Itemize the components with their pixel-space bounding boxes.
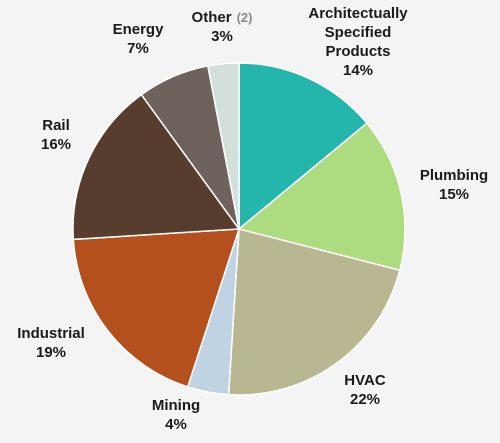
pie-slice-rail [72, 93, 241, 241]
slice-label-industrial: Industrial 19% [17, 325, 85, 361]
slice-label-plumbing: Plumbing 15% [420, 167, 488, 203]
slice-category-label: Other (2) [192, 9, 253, 26]
slice-category-label: Plumbing [420, 167, 488, 184]
slice-percent-label: 4% [165, 416, 187, 433]
pie-slices [72, 62, 406, 396]
slice-category-label: Mining [152, 397, 200, 414]
slice-percent-label: 15% [439, 186, 469, 203]
slice-percent-label: 7% [127, 40, 149, 57]
slice-percent-label: 16% [41, 136, 71, 153]
pie-slice-industrial [72, 228, 241, 388]
slice-percent-label: 14% [343, 62, 373, 79]
slice-category-label: Architectually [308, 5, 408, 22]
slice-percent-label: 19% [36, 344, 66, 361]
slice-category-label: Energy [113, 21, 165, 38]
pie-slice-architectually-specified-products [238, 62, 368, 231]
pie-slice-plumbing [237, 122, 406, 272]
pie-labels: Architectually Specified Products 14% Plumbi… [17, 5, 488, 433]
slice-category-label: HVAC [344, 372, 386, 389]
slice-footnote: (2) [237, 10, 253, 25]
pie-slice-hvac [227, 228, 401, 396]
slice-category-label: Products [325, 43, 390, 60]
slice-category-label: Rail [42, 117, 70, 134]
pie-slice-other [207, 62, 240, 230]
slice-label-energy: Energy 7% [113, 21, 165, 57]
slice-label-architectually-specified-products: Architectually Specified Products 14% [308, 5, 408, 79]
slice-percent-label: 3% [211, 28, 233, 45]
slice-label-rail: Rail 16% [41, 117, 71, 153]
slice-category-label: Industrial [17, 325, 85, 342]
slice-label-other: Other (2) 3% [192, 9, 253, 45]
slice-label-mining: Mining 4% [152, 397, 200, 433]
slice-label-hvac: HVAC 22% [344, 372, 386, 408]
slice-percent-label: 22% [350, 391, 380, 408]
slice-category-label: Specified [325, 24, 392, 41]
